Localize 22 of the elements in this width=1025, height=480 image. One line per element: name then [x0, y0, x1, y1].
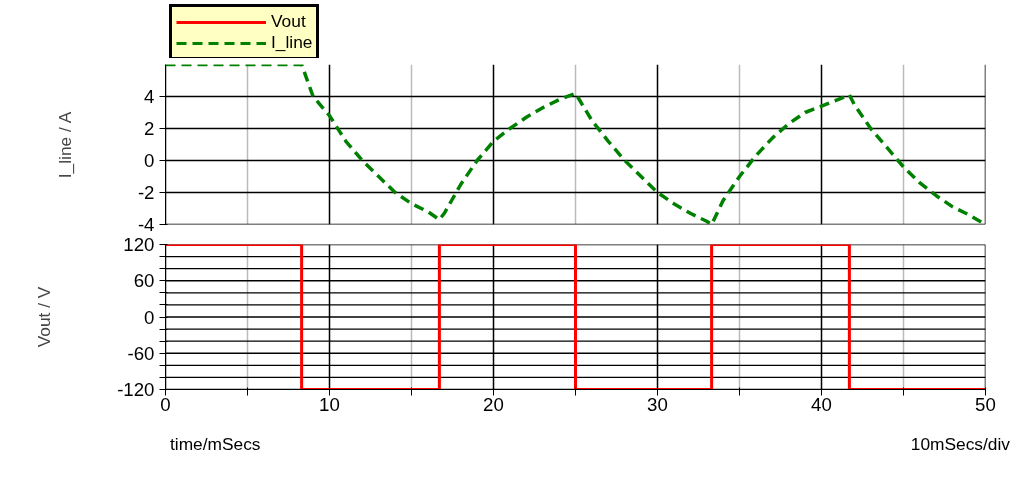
x-tick-label: 0 — [160, 393, 171, 415]
y-axis-title: I_line / A — [54, 111, 75, 179]
y-tick-label: 60 — [133, 270, 155, 292]
text: Vout — [271, 11, 306, 32]
y-tick-label: -2 — [137, 182, 155, 203]
series-label: I_line — [271, 32, 313, 53]
y-tick-label: 4 — [144, 86, 155, 107]
y-tick-label: 0 — [144, 150, 155, 171]
y-tick-label: -4 — [137, 214, 155, 235]
y-tick-label: 2 — [144, 118, 155, 139]
y-tick-label: -120 — [117, 379, 155, 400]
x-tick-label: 40 — [811, 393, 832, 415]
x-tick-label: 10 — [319, 393, 340, 415]
x-tick-label: 50 — [975, 393, 996, 415]
text: 10mSecs/div — [910, 433, 1010, 456]
x-tick-label: 30 — [647, 393, 668, 415]
text: time/mSecs — [170, 433, 261, 456]
y-axis-title: Vout / V — [34, 286, 55, 348]
y-tick-label: 0 — [144, 306, 155, 328]
y-tick-label: 120 — [123, 234, 155, 255]
y-tick-label: -60 — [127, 342, 155, 364]
x-tick-label: 20 — [483, 393, 504, 415]
